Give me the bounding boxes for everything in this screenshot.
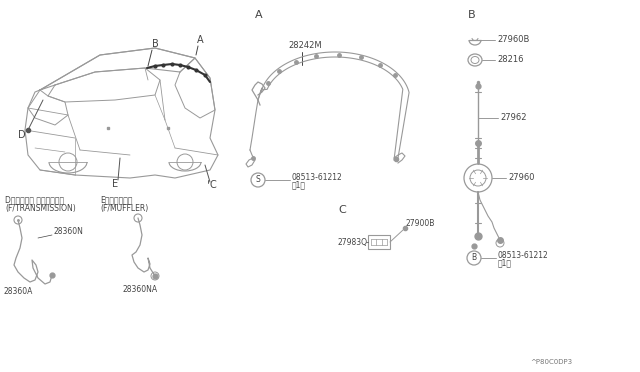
Text: 08513-61212: 08513-61212 — [292, 173, 343, 183]
Text: 28360NA: 28360NA — [122, 285, 157, 295]
Text: 28360N: 28360N — [54, 228, 84, 237]
Text: 28360A: 28360A — [3, 288, 33, 296]
Text: (F/TRANSMISSION): (F/TRANSMISSION) — [5, 203, 76, 212]
Text: E（マフラー）: E（マフラー） — [100, 196, 132, 205]
Text: (F/MUFFLER): (F/MUFFLER) — [100, 203, 148, 212]
Text: 27960: 27960 — [508, 173, 534, 183]
Text: （1）: （1） — [292, 180, 306, 189]
Text: S: S — [255, 176, 260, 185]
Text: 08513-61212: 08513-61212 — [498, 251, 548, 260]
Text: ^P80C0DP3: ^P80C0DP3 — [530, 359, 572, 365]
Text: C: C — [338, 205, 346, 215]
Text: 28242M: 28242M — [288, 41, 322, 49]
Text: A: A — [196, 35, 204, 45]
Circle shape — [251, 173, 265, 187]
Text: C: C — [210, 180, 217, 190]
Text: 27962: 27962 — [500, 113, 527, 122]
Text: B: B — [152, 39, 158, 49]
Text: 27960B: 27960B — [497, 35, 529, 45]
Text: A: A — [255, 10, 262, 20]
Text: D（トランス ミッション）: D（トランス ミッション） — [5, 196, 64, 205]
Text: E: E — [112, 179, 118, 189]
Circle shape — [467, 251, 481, 265]
Text: 27900B: 27900B — [406, 218, 435, 228]
Text: B: B — [472, 253, 477, 263]
Text: B: B — [468, 10, 476, 20]
Text: （1）: （1） — [498, 259, 512, 267]
Text: 27983Q: 27983Q — [338, 237, 368, 247]
Text: D: D — [18, 130, 26, 140]
Text: 28216: 28216 — [497, 55, 524, 64]
